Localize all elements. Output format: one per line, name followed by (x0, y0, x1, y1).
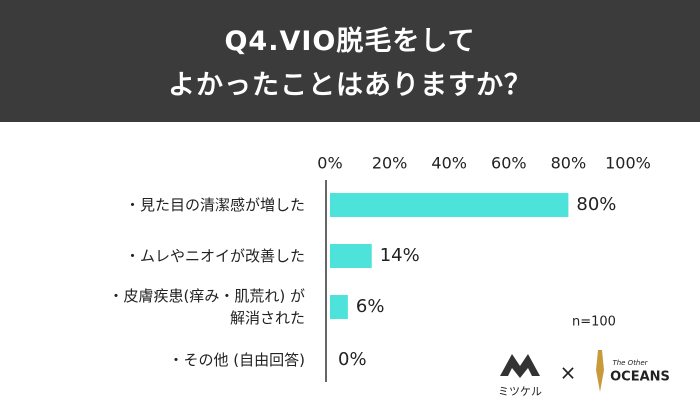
bar (330, 295, 348, 319)
x-tick-label: 20% (372, 154, 408, 173)
logo-text: The Other (612, 359, 648, 367)
value-label: 80% (576, 194, 616, 215)
category-label: ・ムレやニオイが改善した (124, 247, 305, 265)
logo-separator: × (560, 361, 577, 385)
logo-mark (500, 354, 540, 378)
logo-figure (596, 350, 604, 392)
header-band (0, 0, 700, 122)
value-label: 6% (356, 296, 385, 317)
chart-title: Q4.VIO脱毛をして よかったことはありますか？ (168, 26, 532, 101)
value-label: 14% (380, 245, 420, 266)
bar (330, 244, 372, 268)
x-tick-label: 100% (605, 154, 651, 173)
x-tick-label: 60% (491, 154, 527, 173)
x-tick-label: 80% (551, 154, 587, 173)
x-tick-label: 0% (317, 154, 342, 173)
category-label: ・見た目の清潔感が増した (124, 196, 305, 214)
category-label: ・皮膚疾患(痒み・肌荒れ) が 解消された (108, 287, 305, 327)
value-label: 0% (338, 349, 367, 370)
sample-size: n=100 (572, 315, 616, 330)
logo-text: ミツケル (498, 385, 542, 398)
bar (330, 193, 569, 217)
logo-text: OCEANS (610, 370, 670, 385)
category-label: ・その他 (自由回答) (168, 351, 305, 369)
x-tick-label: 40% (431, 154, 467, 173)
